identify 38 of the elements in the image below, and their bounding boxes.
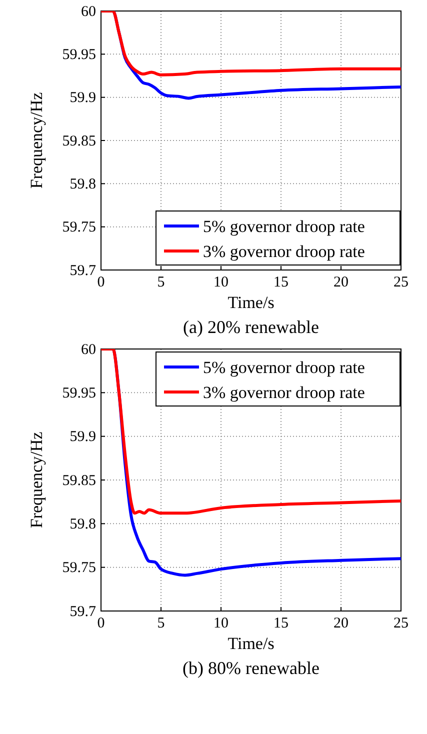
y-tick-label: 59.85 <box>62 133 96 150</box>
x-tick-label: 10 <box>214 616 228 632</box>
y-tick-label: 60 <box>81 4 96 20</box>
x-axis-title: Time/s <box>228 634 274 653</box>
x-tick-label: 20 <box>334 616 348 632</box>
y-tick-label: 59.9 <box>70 429 96 446</box>
y-tick-label: 59.95 <box>62 385 96 402</box>
x-tick-label: 0 <box>97 274 105 291</box>
legend-label: 3% governor droop rate <box>203 383 365 402</box>
y-tick-label: 59.75 <box>62 220 96 236</box>
y-axis-title: Frequency/Hz <box>27 431 46 528</box>
legend-label: 5% governor droop rate <box>203 358 365 377</box>
x-tick-label: 0 <box>97 616 105 632</box>
line-series <box>101 11 401 76</box>
x-tick-label: 15 <box>274 274 288 291</box>
y-tick-label: 59.8 <box>70 176 96 192</box>
legend-label: 3% governor droop rate <box>203 242 365 261</box>
y-tick-label: 60 <box>81 342 96 358</box>
x-axis-title: Time/s <box>228 293 274 312</box>
y-tick-label: 59.85 <box>62 472 96 489</box>
x-tick-label: 25 <box>394 274 408 291</box>
y-tick-label: 59.7 <box>70 262 96 279</box>
y-tick-label: 59.7 <box>70 604 96 620</box>
x-tick-label: 20 <box>334 274 348 291</box>
x-tick-label: 15 <box>274 616 288 632</box>
text: (a) 20% renewable <box>183 317 319 337</box>
x-tick-label: 10 <box>214 274 228 291</box>
y-tick-label: 59.9 <box>70 90 96 106</box>
line-series <box>101 349 401 515</box>
legend-label: 5% governor droop rate <box>203 217 365 236</box>
x-tick-label: 25 <box>394 616 408 632</box>
y-axis-title: Frequency/Hz <box>27 92 46 189</box>
text: (b) 80% renewable <box>182 658 320 678</box>
x-tick-label: 5 <box>157 616 165 632</box>
x-tick-label: 5 <box>157 274 165 291</box>
y-tick-label: 59.95 <box>62 46 96 63</box>
y-tick-label: 59.8 <box>70 516 96 532</box>
y-tick-label: 59.75 <box>62 560 96 576</box>
